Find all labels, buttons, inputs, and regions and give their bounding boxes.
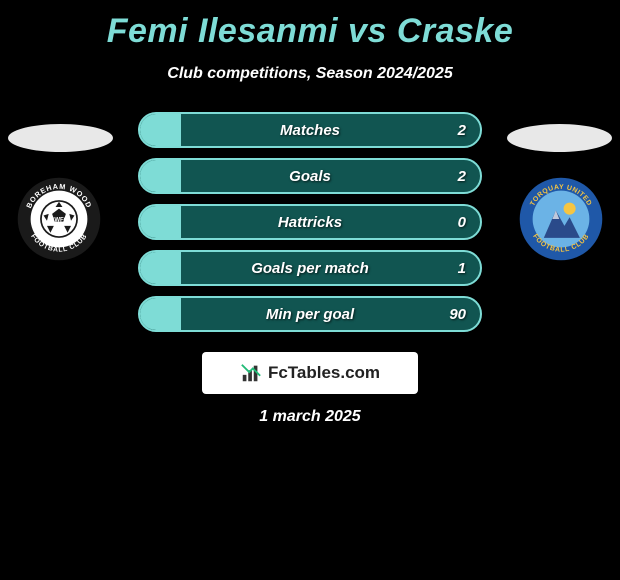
player-left-photo	[8, 124, 113, 152]
stat-label: Min per goal	[140, 298, 480, 330]
boreham-wood-badge-icon: BOREHAM WOOD FOOTBALL CLUB BWFC	[16, 176, 102, 262]
stat-row-min-per-goal: Min per goal 90	[138, 296, 482, 332]
stat-row-goals-per-match: Goals per match 1	[138, 250, 482, 286]
stat-value: 2	[458, 160, 466, 192]
stat-row-goals: Goals 2	[138, 158, 482, 194]
player-right-photo	[507, 124, 612, 152]
brand-text: FcTables.com	[268, 363, 380, 383]
page-title: Femi Ilesanmi vs Craske	[0, 0, 620, 51]
bar-chart-icon	[240, 362, 262, 384]
stat-row-matches: Matches 2	[138, 112, 482, 148]
badge-left-center-text: BWFC	[50, 218, 69, 224]
stat-label: Goals per match	[140, 252, 480, 284]
stat-label: Goals	[140, 160, 480, 192]
club-badge-left: BOREHAM WOOD FOOTBALL CLUB BWFC	[16, 176, 102, 262]
stat-value: 2	[458, 114, 466, 146]
stat-value: 0	[458, 206, 466, 238]
club-badge-right: TORQUAY UNITED FOOTBALL CLUB	[518, 176, 604, 262]
date-label: 1 march 2025	[0, 408, 620, 426]
torquay-badge-icon: TORQUAY UNITED FOOTBALL CLUB	[518, 176, 604, 262]
brand-badge[interactable]: FcTables.com	[202, 352, 418, 394]
stats-list: Matches 2 Goals 2 Hattricks 0 Goals per …	[138, 112, 482, 342]
subtitle: Club competitions, Season 2024/2025	[0, 65, 620, 83]
stat-label: Hattricks	[140, 206, 480, 238]
stat-value: 1	[458, 252, 466, 284]
stat-row-hattricks: Hattricks 0	[138, 204, 482, 240]
stat-label: Matches	[140, 114, 480, 146]
stat-value: 90	[449, 298, 466, 330]
